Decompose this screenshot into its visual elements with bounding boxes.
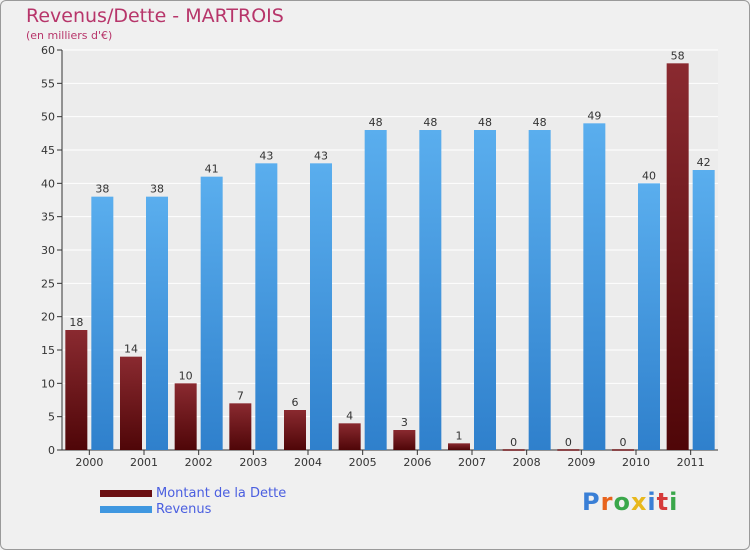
data-label-dette-2007: 1 [456, 429, 463, 442]
bar-dette-2001 [120, 356, 142, 450]
bar-dette-2003 [229, 403, 252, 450]
bar-revenus-2009 [583, 123, 606, 450]
legend-label-revenus: Revenus [156, 502, 212, 517]
bar-revenus-2003 [255, 163, 278, 451]
x-tick-label-2003: 2003 [239, 456, 267, 469]
bar-revenus-2000 [91, 196, 114, 450]
x-tick-label-2008: 2008 [513, 456, 541, 469]
bar-dette-2000 [65, 330, 88, 450]
bar-revenus-2001 [146, 196, 168, 450]
bar-revenus-2008 [528, 130, 551, 450]
y-tick-label-45: 45 [41, 144, 55, 157]
y-tick-label-50: 50 [41, 111, 55, 124]
y-tick-label-25: 25 [41, 277, 55, 290]
bar-dette-2006 [393, 430, 416, 450]
x-tick-label-2005: 2005 [349, 456, 377, 469]
data-label-revenus-2008: 48 [533, 116, 547, 129]
data-label-dette-2010: 0 [620, 436, 627, 449]
data-label-revenus-2002: 41 [205, 163, 219, 176]
bar-revenus-2011 [692, 170, 715, 450]
x-tick-label-2009: 2009 [567, 456, 595, 469]
data-label-dette-2004: 6 [292, 396, 299, 409]
y-tick-label-20: 20 [41, 311, 55, 324]
bar-revenus-2005 [364, 130, 387, 450]
bar-dette-2005 [338, 423, 361, 450]
x-tick-label-2011: 2011 [677, 456, 705, 469]
y-tick-label-40: 40 [41, 177, 55, 190]
bar-dette-2004 [284, 410, 306, 450]
data-label-dette-2002: 10 [179, 369, 193, 382]
data-label-revenus-2009: 49 [587, 109, 601, 122]
data-label-dette-2001: 14 [124, 343, 138, 356]
x-tick-label-2007: 2007 [458, 456, 486, 469]
data-label-dette-2011: 58 [671, 49, 685, 62]
proxiti-logo: Proxiti [582, 488, 679, 516]
x-tick-label-2002: 2002 [185, 456, 213, 469]
bar-revenus-2007 [474, 130, 496, 450]
legend-swatch-dette [100, 490, 152, 497]
y-tick-label-60: 60 [41, 44, 55, 57]
legend-swatch-revenus [100, 506, 152, 513]
data-label-revenus-2004: 43 [314, 149, 328, 162]
bar-revenus-2006 [419, 130, 442, 450]
bar-revenus-2004 [310, 163, 332, 451]
x-tick-label-2001: 2001 [130, 456, 158, 469]
data-label-revenus-2011: 42 [697, 156, 711, 169]
data-label-dette-2000: 18 [69, 316, 83, 329]
y-tick-label-30: 30 [41, 244, 55, 257]
bar-dette-2007 [448, 443, 470, 450]
y-tick-label-35: 35 [41, 211, 55, 224]
bar-dette-2011 [666, 63, 689, 450]
y-tick-label-10: 10 [41, 377, 55, 390]
data-label-revenus-2005: 48 [369, 116, 383, 129]
chart-subtitle: (en milliers d'€) [26, 29, 113, 42]
bar-dette-2002 [174, 383, 197, 450]
data-label-revenus-2003: 43 [259, 149, 273, 162]
data-label-dette-2008: 0 [510, 436, 517, 449]
data-label-revenus-2000: 38 [95, 183, 109, 196]
x-tick-label-2004: 2004 [294, 456, 322, 469]
y-tick-label-15: 15 [41, 344, 55, 357]
data-label-dette-2005: 4 [346, 409, 353, 422]
x-tick-label-2006: 2006 [403, 456, 431, 469]
data-label-dette-2006: 3 [401, 416, 408, 429]
data-label-revenus-2006: 48 [423, 116, 437, 129]
x-tick-label-2000: 2000 [75, 456, 103, 469]
data-label-dette-2009: 0 [565, 436, 572, 449]
y-tick-label-5: 5 [48, 411, 55, 424]
bar-revenus-2010 [638, 183, 660, 451]
data-label-revenus-2001: 38 [150, 183, 164, 196]
data-label-revenus-2007: 48 [478, 116, 492, 129]
data-label-revenus-2010: 40 [642, 169, 656, 182]
data-label-dette-2003: 7 [237, 389, 244, 402]
y-tick-label-0: 0 [48, 444, 55, 457]
chart-title: Revenus/Dette - MARTROIS [26, 5, 284, 27]
legend-label-dette: Montant de la Dette [156, 486, 287, 501]
y-tick-label-55: 55 [41, 77, 55, 90]
x-tick-label-2010: 2010 [622, 456, 650, 469]
bar-revenus-2002 [200, 176, 223, 450]
